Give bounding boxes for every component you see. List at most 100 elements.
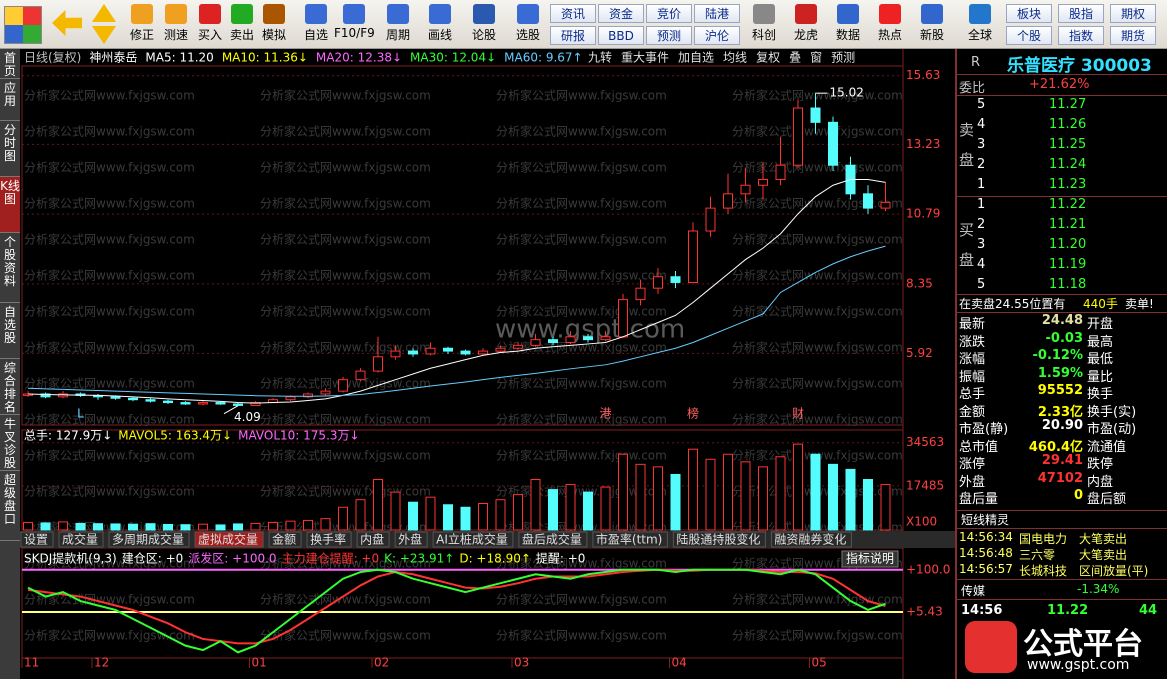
toolbar-button[interactable]: 画线	[420, 0, 460, 48]
level: 1	[977, 177, 986, 192]
tab[interactable]: 内盘	[360, 532, 384, 547]
toolbar-link[interactable]: 研报	[550, 26, 596, 45]
watermark: 分析家公式网www.fxjgsw.com	[24, 88, 195, 103]
toolbar-link[interactable]: 沪伦	[694, 26, 740, 45]
side-tab[interactable]: 分时图	[0, 121, 20, 177]
chart-button: 窗	[810, 51, 822, 65]
tab[interactable]: 成交量	[62, 532, 98, 547]
side-tabs: 首页 应用 分时图 K线图 个股资料 自选股 综合排名 牛叉诊股 超级盘口	[0, 49, 20, 679]
toolbar-link[interactable]: 个股	[1006, 26, 1052, 45]
toolbar: 修正 测速 买入 卖出 模拟 自选 F10/F9 周期 画线 论股 选股 科创 龙虎 数据 热点 新股 全球 资讯…	[0, 0, 1167, 49]
volume-legend: MAVOL10: 175.3万↓	[238, 429, 359, 443]
watermark: 分析家公式网www.fxjgsw.com	[24, 160, 195, 175]
toolbar-button[interactable]: 模拟	[254, 0, 294, 48]
tab[interactable]: 融资融券变化	[774, 532, 846, 547]
side-tab[interactable]: 应用	[0, 79, 20, 121]
toolbar-link[interactable]: 期权	[1110, 4, 1156, 23]
toolbar-button[interactable]: 修正	[122, 0, 162, 48]
side-tab[interactable]: 牛叉诊股	[0, 415, 20, 471]
tab[interactable]: 虚拟成交量	[198, 532, 258, 547]
toolbar-button[interactable]: 测速	[156, 0, 196, 48]
menu-icon[interactable]	[4, 6, 42, 44]
toolbar-button[interactable]: 数据	[828, 0, 868, 48]
side-tab[interactable]: 自选股	[0, 303, 20, 359]
side-tab[interactable]: K线图	[0, 177, 20, 233]
toolbar-link[interactable]: 陆港	[694, 4, 740, 23]
volume-bar	[880, 484, 891, 531]
toolbar-button[interactable]: 选股	[508, 0, 548, 48]
candle-body	[530, 339, 541, 346]
toolbar-button[interactable]: 自选	[296, 0, 336, 48]
watermark: 分析家公式网www.fxjgsw.com	[732, 232, 903, 247]
divider	[957, 528, 1167, 529]
x-tick-label: 05	[812, 656, 827, 670]
toolbar-button[interactable]: 卖出	[222, 0, 262, 48]
logo-text: 公式平台	[1023, 627, 1143, 662]
tab[interactable]: 金额	[272, 532, 296, 547]
toolbar-button[interactable]: 全球	[960, 0, 1000, 48]
toolbar-link[interactable]: 预测	[646, 26, 692, 45]
toolbar-button[interactable]: 新股	[912, 0, 952, 48]
toolbar-button[interactable]: 周期	[378, 0, 418, 48]
price: 11.24	[1049, 157, 1087, 172]
volume-bar	[128, 523, 138, 531]
toolbar-link[interactable]: 资金	[598, 4, 644, 23]
stat-label: 振幅	[959, 369, 986, 385]
tab[interactable]: 陆股通持股变化	[676, 532, 760, 547]
toolbar-link[interactable]: 板块	[1006, 4, 1052, 23]
volume-bar	[285, 520, 296, 531]
toolbar-link[interactable]: 竞价	[646, 4, 692, 23]
k-line	[27, 568, 886, 654]
volume-bar	[845, 468, 856, 531]
tab[interactable]: 换手率	[310, 532, 346, 547]
watermark: 分析家公式网www.fxjgsw.com	[496, 160, 667, 175]
toolbar-button[interactable]: 龙虎	[786, 0, 826, 48]
toolbar-button[interactable]: 科创	[744, 0, 784, 48]
button-label: 龙虎	[793, 28, 818, 42]
stat-label: 外盘	[959, 474, 986, 490]
toolbar-button[interactable]: 论股	[464, 0, 504, 48]
toolbar-link[interactable]: BBD	[598, 26, 644, 45]
indicator-button[interactable]: 指标说明	[846, 551, 894, 566]
watermark: 分析家公式网www.fxjgsw.com	[260, 232, 431, 247]
tab[interactable]: 外盘	[398, 532, 422, 547]
side-tab[interactable]: 首页	[0, 49, 20, 79]
ma-legend: MA20: 12.38↓	[316, 51, 402, 65]
toolbar-button[interactable]: 热点	[870, 0, 910, 48]
tab[interactable]: 设置	[24, 533, 48, 547]
toolbar-button[interactable]: F10/F9	[334, 0, 375, 48]
watermark: 分析家公式网www.fxjgsw.com	[732, 160, 903, 175]
ratio: +21.62%	[1029, 77, 1090, 92]
divider	[957, 74, 1167, 75]
ratio-label: 委比	[959, 81, 986, 96]
logo-site: www.gspt.com	[1027, 657, 1130, 673]
volume-legend: 总手: 127.9万↓	[24, 429, 112, 443]
tab[interactable]: AI立桩成交量	[436, 532, 508, 547]
up-icon[interactable]	[92, 4, 116, 22]
toolbar-link[interactable]: 期货	[1110, 26, 1156, 45]
tab[interactable]: 多周期成交量	[112, 532, 184, 547]
stat-label: 开盘	[1087, 317, 1114, 332]
chart-button: 九转	[588, 50, 612, 65]
tab[interactable]: 盘后成交量	[522, 532, 582, 547]
stat-value: 2.33亿	[1037, 404, 1083, 420]
toolbar-button[interactable]: 买入	[190, 0, 230, 48]
chart-button: 复权	[756, 51, 780, 65]
tab[interactable]: 市盈率(ttm)	[596, 532, 662, 547]
button-label: 选股	[515, 28, 540, 42]
watermark: 分析家公式网www.fxjgsw.com	[260, 448, 431, 463]
toolbar-link[interactable]: 指数	[1058, 26, 1104, 45]
toolbar-link[interactable]: 股指	[1058, 4, 1104, 23]
back-icon[interactable]	[52, 10, 82, 36]
candle-body	[163, 400, 173, 404]
y-tick-label: +5.43	[906, 604, 943, 618]
candle-body	[775, 164, 786, 181]
stat-label: 盘后额	[1087, 492, 1127, 507]
indicator-legend: 建仓区: +0	[122, 552, 184, 566]
button-label: 模拟	[261, 28, 286, 42]
side-tab[interactable]: 综合排名	[0, 359, 20, 415]
side-tab[interactable]: 超级盘口	[0, 471, 20, 541]
down-icon[interactable]	[92, 26, 116, 44]
side-tab[interactable]: 个股资料	[0, 233, 20, 303]
toolbar-link[interactable]: 资讯	[550, 4, 596, 23]
